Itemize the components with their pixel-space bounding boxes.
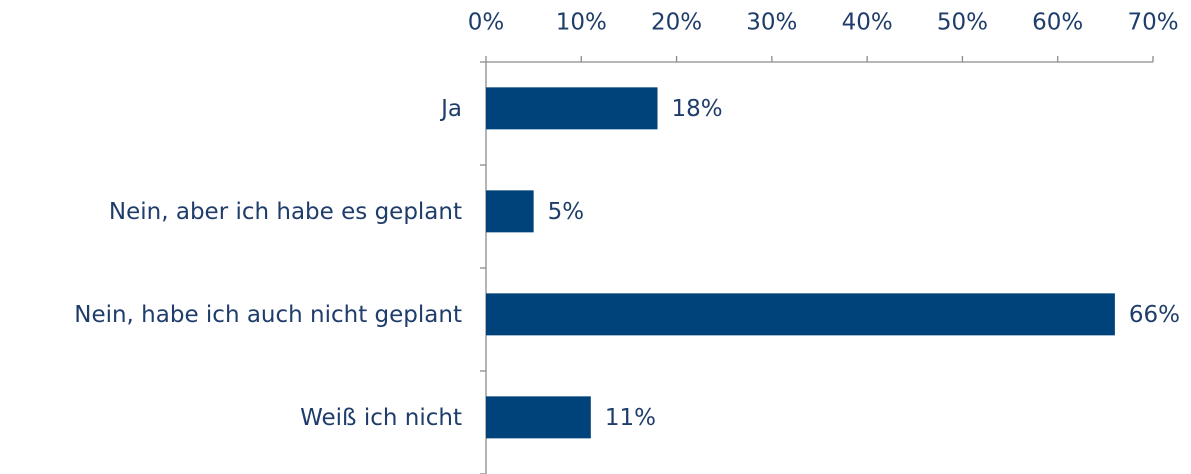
value-label: 11% <box>605 405 656 431</box>
value-label: 66% <box>1129 302 1180 328</box>
x-tick-label: 50% <box>937 10 988 36</box>
x-tick-label: 10% <box>556 10 607 36</box>
x-tick-label: 20% <box>651 10 702 36</box>
category-label: Nein, aber ich habe es geplant <box>109 199 462 225</box>
category-label: Nein, habe ich auch nicht geplant <box>74 302 462 328</box>
category-label: Ja <box>439 96 462 122</box>
x-tick-label: 0% <box>468 10 505 36</box>
bar <box>486 87 658 130</box>
bar <box>486 293 1115 336</box>
bar <box>486 190 534 233</box>
x-tick-label: 40% <box>842 10 893 36</box>
bar <box>486 396 591 439</box>
value-label: 18% <box>672 96 723 122</box>
x-tick-label: 60% <box>1032 10 1083 36</box>
x-tick-label: 30% <box>746 10 797 36</box>
value-label: 5% <box>548 199 585 225</box>
category-label: Weiß ich nicht <box>300 405 462 431</box>
x-tick-label: 70% <box>1127 10 1178 36</box>
